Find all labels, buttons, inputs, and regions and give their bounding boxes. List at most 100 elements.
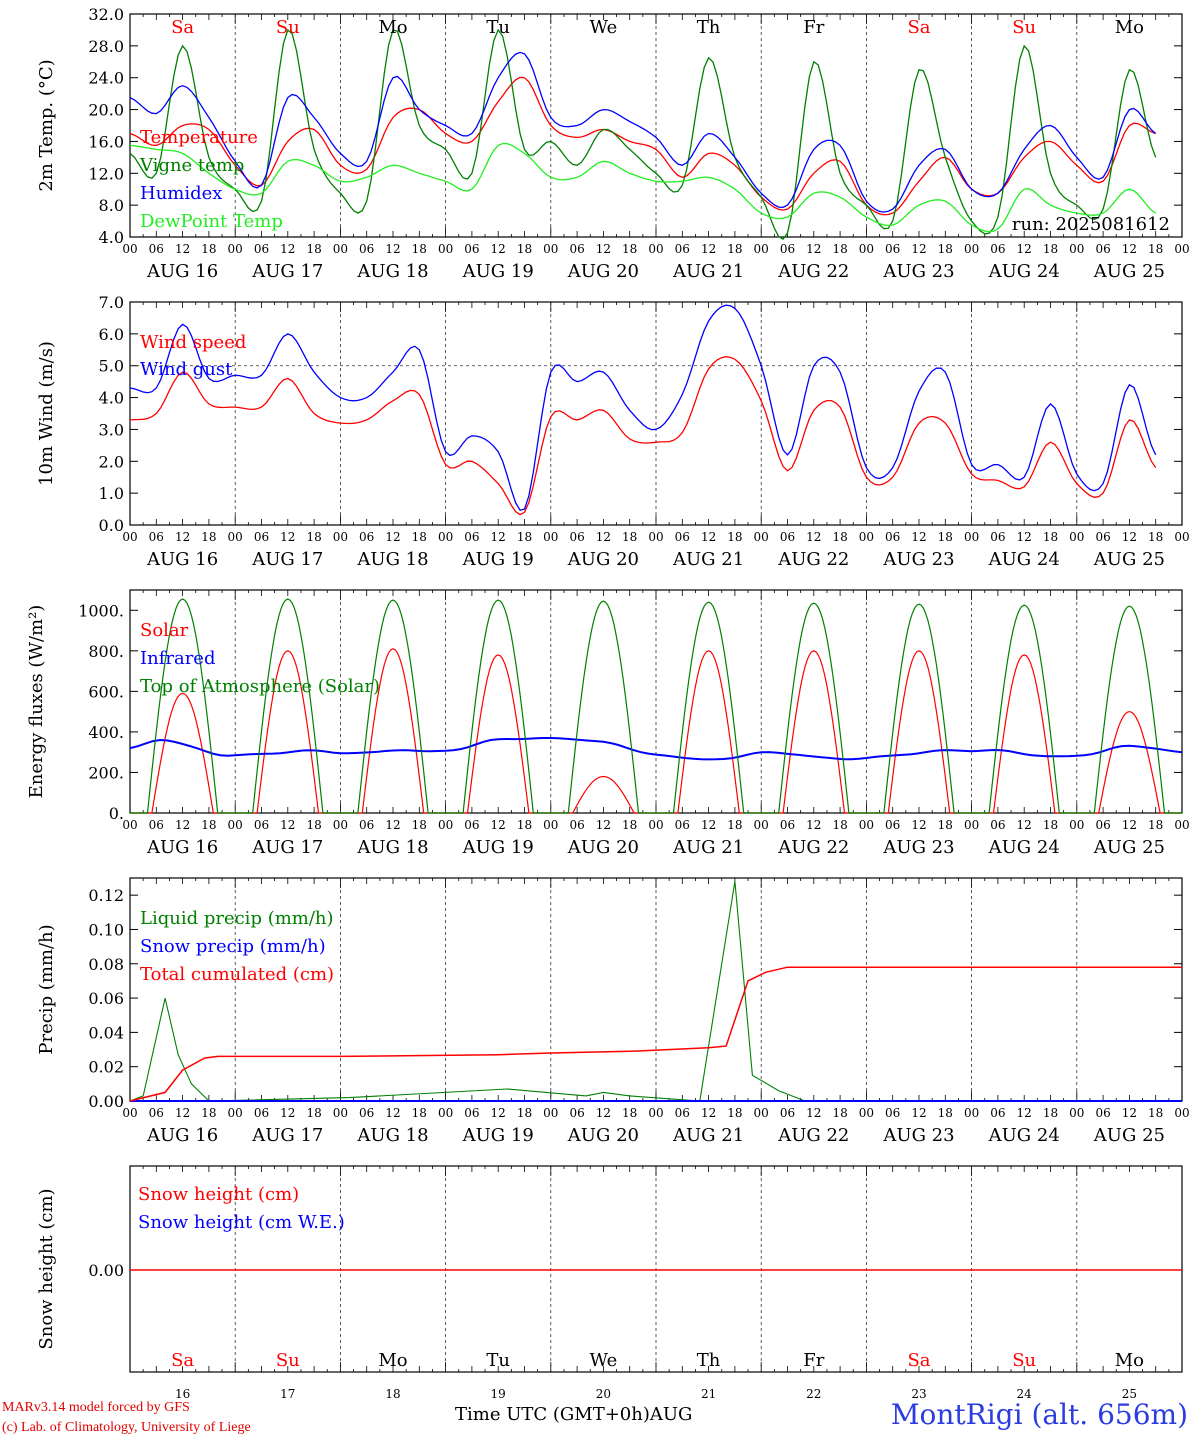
hour-tick-label: 00 xyxy=(1174,530,1189,544)
hour-tick-label: 12 xyxy=(701,1106,716,1120)
y-tick-label: 3.0 xyxy=(99,420,124,439)
date-label: AUG 22 xyxy=(777,261,849,282)
series-line xyxy=(129,51,1157,213)
hour-tick-label: 00 xyxy=(648,530,663,544)
hour-tick-label: 06 xyxy=(464,530,479,544)
y-tick-label: 0.10 xyxy=(88,920,124,939)
hour-tick-label: 18 xyxy=(1148,242,1163,256)
y-axis-label: Precip (mm/h) xyxy=(36,924,57,1054)
hour-tick-label: 00 xyxy=(648,1106,663,1120)
hour-tick-label: 18 xyxy=(727,242,742,256)
date-label: AUG 17 xyxy=(251,837,323,858)
hour-tick-label: 18 xyxy=(938,818,953,832)
hour-tick-label: 12 xyxy=(175,242,190,256)
day-number-label: 23 xyxy=(911,1387,926,1401)
y-tick-label: 2.0 xyxy=(99,452,124,471)
hour-tick-label: 18 xyxy=(1148,818,1163,832)
hour-tick-label: 06 xyxy=(569,1106,584,1120)
weekday-label: Su xyxy=(1012,17,1036,38)
hour-tick-label: 00 xyxy=(1174,1106,1189,1120)
hour-tick-label: 12 xyxy=(596,242,611,256)
hour-tick-label: 18 xyxy=(412,530,427,544)
y-tick-label: 0. xyxy=(109,804,124,823)
hour-tick-label: 18 xyxy=(306,242,321,256)
y-tick-label: 16.0 xyxy=(88,132,124,151)
hour-tick-label: 06 xyxy=(885,818,900,832)
hour-tick-label: 12 xyxy=(701,530,716,544)
hour-tick-label: 12 xyxy=(596,530,611,544)
hour-tick-label: 18 xyxy=(1043,1106,1058,1120)
hour-tick-label: 06 xyxy=(885,1106,900,1120)
weekday-label: Mo xyxy=(378,1350,407,1371)
hour-tick-label: 18 xyxy=(1043,818,1058,832)
hour-tick-label: 18 xyxy=(201,1106,216,1120)
hour-tick-label: 06 xyxy=(675,242,690,256)
hour-tick-label: 06 xyxy=(464,242,479,256)
panel-3: Energy fluxes (W/m²) 00 06 12 18 AUG 16 00 06 12… xyxy=(26,589,1190,858)
date-label: AUG 19 xyxy=(462,261,534,282)
series-line xyxy=(129,142,1157,233)
legend-entry: Vigne temp xyxy=(139,155,244,176)
date-label: AUG 17 xyxy=(251,549,323,570)
day-number-label: 17 xyxy=(280,1387,295,1401)
y-axis-label: Energy fluxes (W/m²) xyxy=(26,605,47,799)
hour-tick-label: 00 xyxy=(754,1106,769,1120)
date-label: AUG 22 xyxy=(777,549,849,570)
hour-tick-label: 12 xyxy=(1017,818,1032,832)
legend-entry: Wind speed xyxy=(140,332,246,353)
series-line xyxy=(129,76,1156,216)
date-label: AUG 20 xyxy=(567,1125,639,1146)
hour-tick-label: 00 xyxy=(859,242,874,256)
hour-tick-label: 00 xyxy=(964,242,979,256)
hour-tick-label: 00 xyxy=(1174,818,1189,832)
hour-tick-label: 18 xyxy=(517,1106,532,1120)
weekday-label: Su xyxy=(276,17,300,38)
legend-entry: Humidex xyxy=(140,183,222,204)
date-label: AUG 22 xyxy=(777,837,849,858)
hour-tick-label: 00 xyxy=(964,530,979,544)
date-label: AUG 21 xyxy=(672,1125,744,1146)
x-axis-title-text: Time UTC (GMT+0h) xyxy=(455,1404,650,1425)
date-label: AUG 25 xyxy=(1093,837,1165,858)
station-title: MontRigi (alt. 656m) xyxy=(890,1398,1188,1431)
hour-tick-label: 18 xyxy=(412,1106,427,1120)
hour-tick-label: 12 xyxy=(596,1106,611,1120)
hour-tick-label: 06 xyxy=(780,530,795,544)
hour-tick-label: 06 xyxy=(990,530,1005,544)
hour-tick-label: 00 xyxy=(754,818,769,832)
hour-tick-label: 00 xyxy=(438,530,453,544)
weekday-label: Mo xyxy=(378,17,407,38)
panel-2: 10m Wind (m/s) 00 06 12 18 AUG 16 00 06 12 18 AUG … xyxy=(36,293,1190,570)
date-label: AUG 18 xyxy=(356,261,428,282)
legend-entry: Liquid precip (mm/h) xyxy=(140,908,334,929)
hour-tick-label: 00 xyxy=(964,818,979,832)
date-label: AUG 20 xyxy=(567,261,639,282)
hour-tick-label: 06 xyxy=(149,818,164,832)
weekday-label: Tu xyxy=(486,17,510,38)
y-tick-label: 7.0 xyxy=(99,293,124,312)
day-number-label: 20 xyxy=(596,1387,611,1401)
hour-tick-label: 00 xyxy=(543,530,558,544)
hour-tick-label: 18 xyxy=(306,818,321,832)
hour-tick-label: 18 xyxy=(832,1106,847,1120)
hour-tick-label: 06 xyxy=(1095,242,1110,256)
hour-tick-label: 06 xyxy=(675,1106,690,1120)
y-axis-label: 10m Wind (m/s) xyxy=(36,341,57,486)
hour-tick-label: 06 xyxy=(149,530,164,544)
hour-tick-label: 06 xyxy=(885,530,900,544)
hour-tick-label: 06 xyxy=(885,242,900,256)
hour-tick-label: 06 xyxy=(675,818,690,832)
hour-tick-label: 06 xyxy=(1095,1106,1110,1120)
hour-tick-label: 06 xyxy=(359,242,374,256)
hour-tick-label: 06 xyxy=(675,530,690,544)
y-tick-label: 20.0 xyxy=(88,101,124,120)
date-label: AUG 23 xyxy=(882,837,954,858)
day-number-label: 21 xyxy=(701,1387,716,1401)
hour-tick-label: 00 xyxy=(964,1106,979,1120)
date-label: AUG 21 xyxy=(672,261,744,282)
hour-tick-label: 12 xyxy=(1122,818,1137,832)
date-label: AUG 18 xyxy=(356,837,428,858)
hour-tick-label: 06 xyxy=(1095,530,1110,544)
series-line xyxy=(129,304,1157,512)
hour-tick-label: 18 xyxy=(517,242,532,256)
